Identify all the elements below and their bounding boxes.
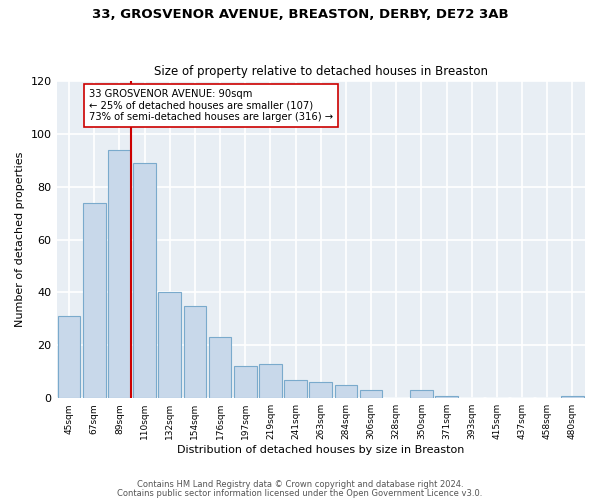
Text: Contains public sector information licensed under the Open Government Licence v3: Contains public sector information licen… — [118, 488, 482, 498]
Text: 33 GROSVENOR AVENUE: 90sqm
← 25% of detached houses are smaller (107)
73% of sem: 33 GROSVENOR AVENUE: 90sqm ← 25% of deta… — [89, 89, 334, 122]
Bar — [284, 380, 307, 398]
Bar — [435, 396, 458, 398]
Bar — [310, 382, 332, 398]
Title: Size of property relative to detached houses in Breaston: Size of property relative to detached ho… — [154, 66, 488, 78]
Bar — [561, 396, 584, 398]
Bar — [234, 366, 257, 398]
Bar — [335, 385, 357, 398]
Bar — [83, 202, 106, 398]
Bar — [108, 150, 131, 398]
Bar — [360, 390, 382, 398]
Bar — [133, 163, 156, 398]
Bar — [158, 292, 181, 398]
Bar — [58, 316, 80, 398]
X-axis label: Distribution of detached houses by size in Breaston: Distribution of detached houses by size … — [177, 445, 464, 455]
Bar — [184, 306, 206, 398]
Text: 33, GROSVENOR AVENUE, BREASTON, DERBY, DE72 3AB: 33, GROSVENOR AVENUE, BREASTON, DERBY, D… — [92, 8, 508, 20]
Y-axis label: Number of detached properties: Number of detached properties — [15, 152, 25, 328]
Bar — [209, 338, 232, 398]
Text: Contains HM Land Registry data © Crown copyright and database right 2024.: Contains HM Land Registry data © Crown c… — [137, 480, 463, 489]
Bar — [259, 364, 282, 398]
Bar — [410, 390, 433, 398]
